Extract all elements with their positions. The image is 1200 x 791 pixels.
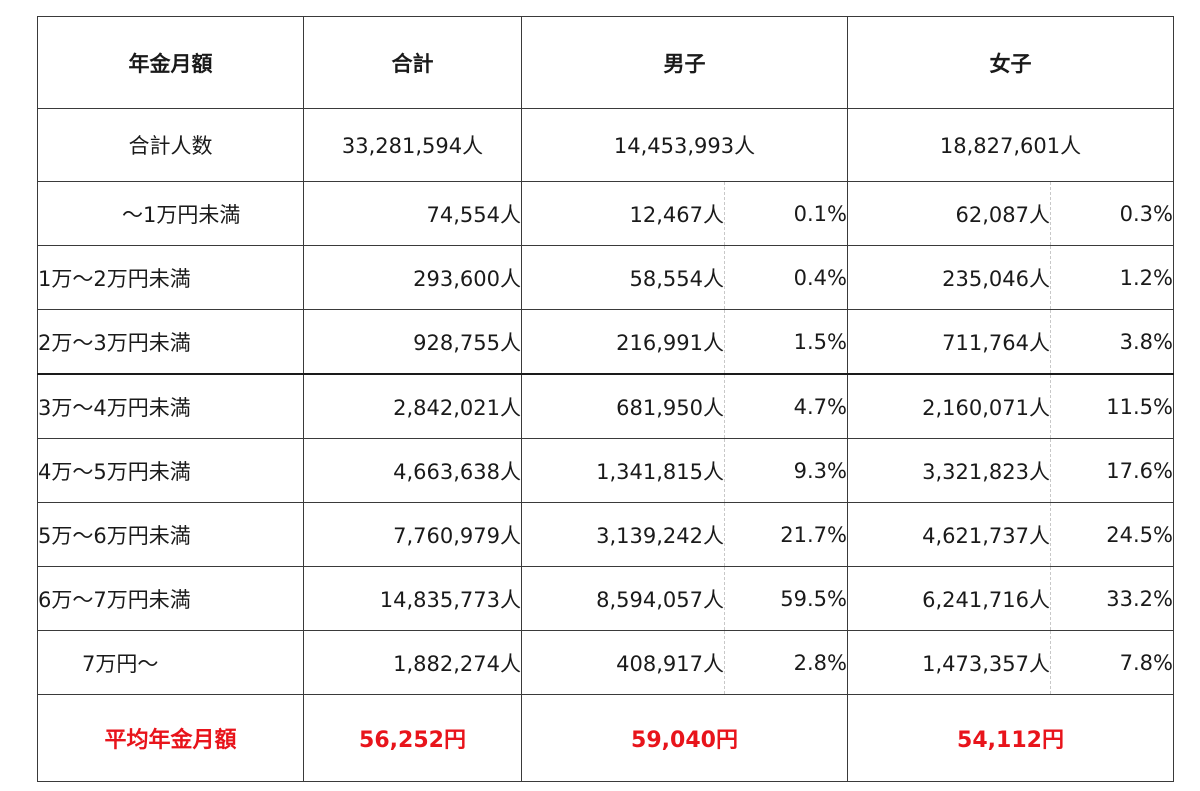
row-male: 408,917人 [521, 630, 725, 695]
row-male-pct: 0.4% [724, 245, 848, 310]
total-count-label: 合計人数 [37, 108, 304, 182]
header-female: 女子 [847, 16, 1174, 109]
pension-table: 年金月額 合計 男子 女子 合計人数 33,281,594人 14,453,99… [37, 16, 1174, 782]
row-total: 293,600人 [303, 245, 522, 310]
row-female: 2,160,071人 [847, 373, 1051, 439]
table-row: 3万～4万円未満 2,842,021人 681,950人 4.7% 2,160,… [37, 373, 1174, 439]
row-female: 1,473,357人 [847, 630, 1051, 695]
row-female-pct: 11.5% [1050, 373, 1174, 439]
table-row: 6万～7万円未満 14,835,773人 8,594,057人 59.5% 6,… [37, 566, 1174, 631]
row-label: 2万～3万円未満 [37, 309, 304, 375]
row-total: 4,663,638人 [303, 438, 522, 503]
row-male: 3,139,242人 [521, 502, 725, 567]
average-row: 平均年金月額 56,252円 59,040円 54,112円 [37, 694, 1174, 782]
average-label: 平均年金月額 [37, 694, 304, 782]
row-male: 681,950人 [521, 373, 725, 439]
row-female-pct: 7.8% [1050, 630, 1174, 695]
total-count-row: 合計人数 33,281,594人 14,453,993人 18,827,601人 [37, 108, 1174, 182]
table-row: 7万円～ 1,882,274人 408,917人 2.8% 1,473,357人… [37, 630, 1174, 695]
table-row: ～1万円未満 74,554人 12,467人 0.1% 62,087人 0.3% [37, 181, 1174, 246]
row-female-pct: 0.3% [1050, 181, 1174, 246]
row-male: 216,991人 [521, 309, 725, 375]
header-total: 合計 [303, 16, 522, 109]
row-label: 3万～4万円未満 [37, 373, 304, 439]
row-label: 4万～5万円未満 [37, 438, 304, 503]
header-label: 年金月額 [37, 16, 304, 109]
average-female: 54,112円 [847, 694, 1174, 782]
row-label: ～1万円未満 [37, 181, 304, 246]
total-count-total: 33,281,594人 [303, 108, 522, 182]
row-female-pct: 3.8% [1050, 309, 1174, 375]
row-female-pct: 1.2% [1050, 245, 1174, 310]
row-label: 5万～6万円未満 [37, 502, 304, 567]
row-total: 928,755人 [303, 309, 522, 375]
row-female-pct: 33.2% [1050, 566, 1174, 631]
row-female: 3,321,823人 [847, 438, 1051, 503]
row-total: 2,842,021人 [303, 373, 522, 439]
row-label: 1万～2万円未満 [37, 245, 304, 310]
row-male: 8,594,057人 [521, 566, 725, 631]
total-count-male: 14,453,993人 [521, 108, 848, 182]
row-female: 711,764人 [847, 309, 1051, 375]
total-count-female: 18,827,601人 [847, 108, 1174, 182]
average-male: 59,040円 [521, 694, 848, 782]
table-row: 5万～6万円未満 7,760,979人 3,139,242人 21.7% 4,6… [37, 502, 1174, 567]
row-male: 12,467人 [521, 181, 725, 246]
table-row: 2万～3万円未満 928,755人 216,991人 1.5% 711,764人… [37, 309, 1174, 375]
row-female-pct: 17.6% [1050, 438, 1174, 503]
row-total: 74,554人 [303, 181, 522, 246]
row-male-pct: 59.5% [724, 566, 848, 631]
header-male: 男子 [521, 16, 848, 109]
table-row: 4万～5万円未満 4,663,638人 1,341,815人 9.3% 3,32… [37, 438, 1174, 503]
average-total: 56,252円 [303, 694, 522, 782]
row-male-pct: 4.7% [724, 373, 848, 439]
row-female: 6,241,716人 [847, 566, 1051, 631]
row-male: 1,341,815人 [521, 438, 725, 503]
row-male-pct: 2.8% [724, 630, 848, 695]
row-female: 62,087人 [847, 181, 1051, 246]
row-male-pct: 0.1% [724, 181, 848, 246]
row-male-pct: 21.7% [724, 502, 848, 567]
row-female: 4,621,737人 [847, 502, 1051, 567]
row-male-pct: 1.5% [724, 309, 848, 375]
row-female-pct: 24.5% [1050, 502, 1174, 567]
table-row: 1万～2万円未満 293,600人 58,554人 0.4% 235,046人 … [37, 245, 1174, 310]
row-label: 6万～7万円未満 [37, 566, 304, 631]
row-label: 7万円～ [37, 630, 304, 695]
row-total: 14,835,773人 [303, 566, 522, 631]
row-male: 58,554人 [521, 245, 725, 310]
row-female: 235,046人 [847, 245, 1051, 310]
row-total: 7,760,979人 [303, 502, 522, 567]
header-row: 年金月額 合計 男子 女子 [37, 16, 1174, 109]
row-total: 1,882,274人 [303, 630, 522, 695]
row-male-pct: 9.3% [724, 438, 848, 503]
